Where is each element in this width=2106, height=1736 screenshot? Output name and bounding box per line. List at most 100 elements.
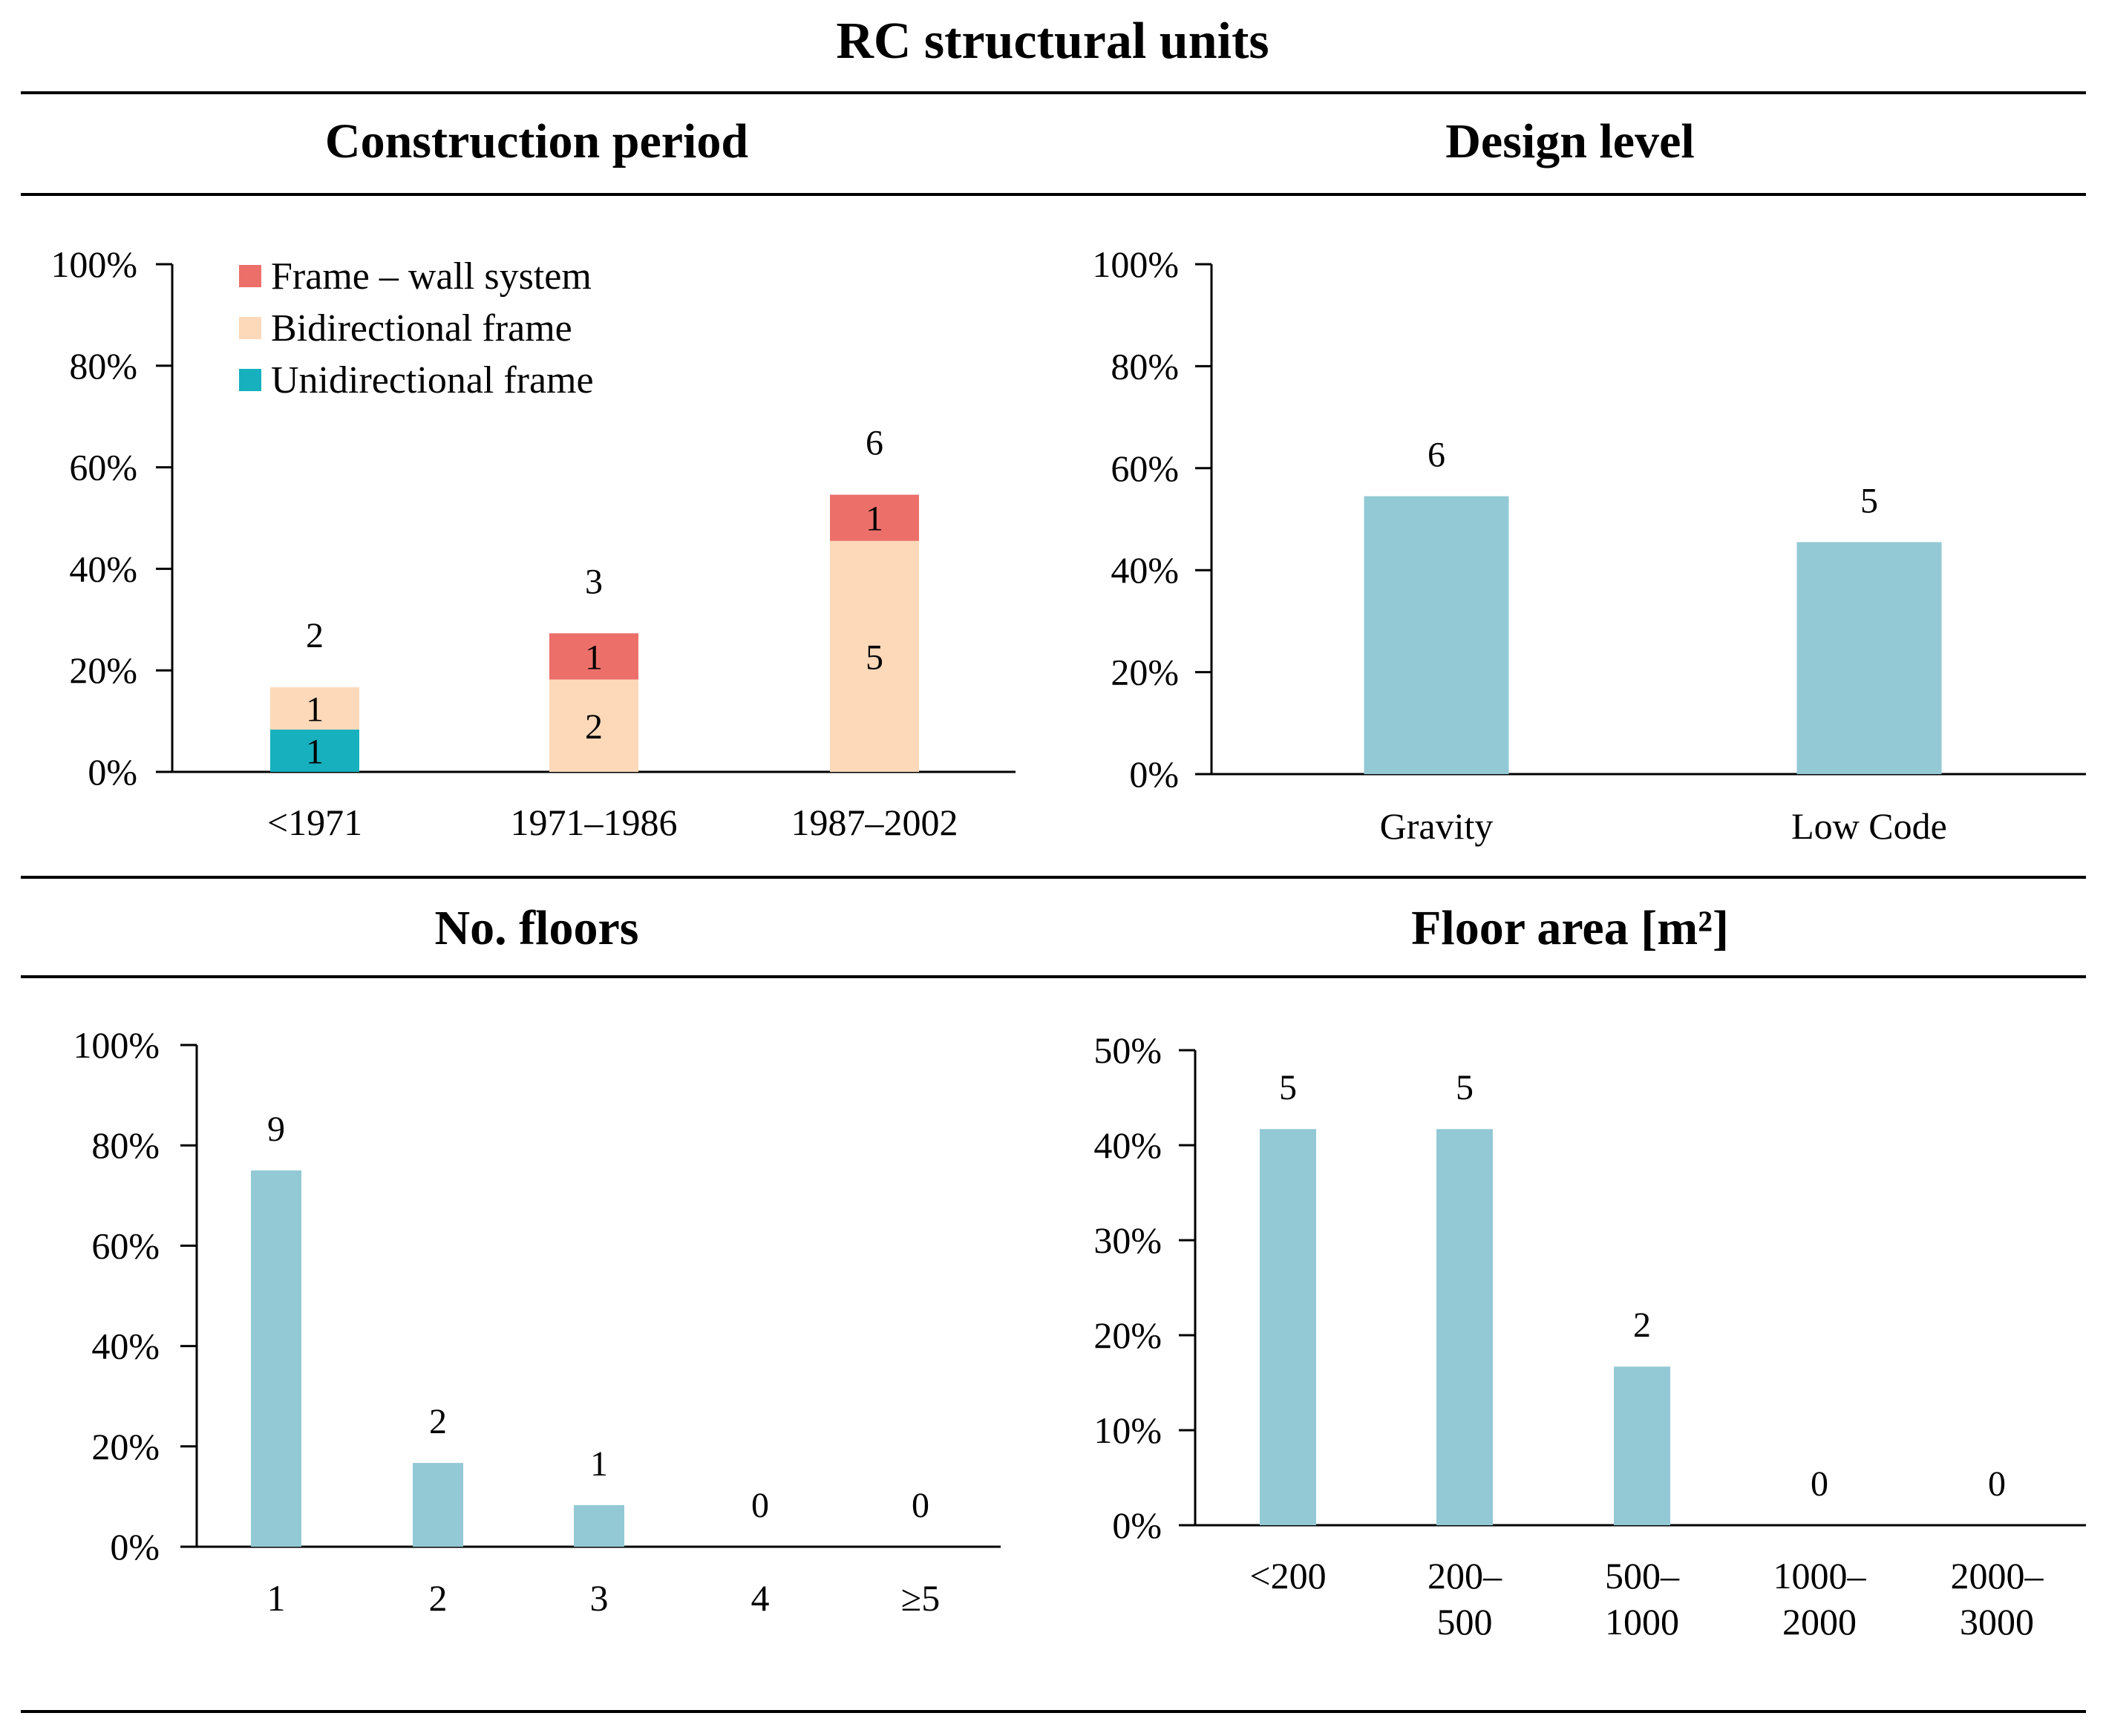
construction-period-title: Construction period [325, 114, 748, 168]
area-category-label-line: 2000 [1782, 1601, 1857, 1642]
floors-category-label: 2 [429, 1577, 448, 1619]
floors-category-label-line: ≥5 [901, 1577, 940, 1619]
construction-segment-label: 2 [585, 707, 603, 747]
construction-segment-label: 1 [866, 499, 883, 539]
floors-category-label: 3 [590, 1577, 609, 1619]
area-category-label-line: 500 [1437, 1601, 1493, 1642]
design-category-label: Gravity [1380, 805, 1494, 847]
legend-swatch [239, 317, 261, 339]
design-y-tick-label: 100% [1092, 243, 1179, 285]
floors-bar [413, 1463, 463, 1547]
floors-y-tick-label: 0% [110, 1526, 160, 1568]
design-level-chart: 0% 20% 40% 60% 80% 100% Gravity Low Code 6 5 [1092, 243, 2086, 847]
design-category-label-line: Gravity [1380, 805, 1494, 847]
design-bar [1796, 542, 1942, 774]
floors-y-tick-label: 80% [91, 1124, 160, 1166]
construction-y-tick-label: 100% [50, 243, 137, 285]
area-y-tick-label: 40% [1093, 1124, 1162, 1166]
area-category-label-line: <200 [1249, 1555, 1326, 1596]
area-category-label: <200 [1249, 1555, 1326, 1596]
floors-data-label: 0 [912, 1486, 929, 1525]
construction-bar-segment [270, 687, 359, 730]
construction-bar-segment [549, 679, 638, 772]
legend-label: Bidirectional frame [271, 307, 572, 350]
floors-y-tick-label: 40% [91, 1326, 160, 1367]
floors-bar [251, 1170, 301, 1547]
area-data-label: 0 [1811, 1464, 1828, 1504]
design-data-label: 6 [1428, 436, 1445, 475]
area-category-label: 200– 500 [1428, 1555, 1502, 1642]
construction-category-label: 1971–1986 [511, 802, 678, 843]
floors-y-tick-label: 100% [73, 1024, 160, 1066]
floors-data-label: 9 [267, 1110, 285, 1149]
floors-category-label: 1 [267, 1577, 286, 1619]
design-y-tick-label: 20% [1111, 652, 1179, 693]
construction-segment-label: 1 [585, 638, 603, 677]
area-data-label: 0 [1988, 1464, 2006, 1504]
area-data-label: 5 [1456, 1068, 1474, 1107]
area-category-label-line: 1000– [1773, 1555, 1867, 1596]
design-level-title: Design level [1445, 114, 1694, 168]
design-bar [1364, 496, 1509, 774]
area-y-tick-label: 0% [1112, 1504, 1162, 1546]
area-data-label: 2 [1633, 1306, 1651, 1345]
construction-segment-label: 1 [306, 733, 324, 772]
area-y-tick-label: 30% [1093, 1219, 1162, 1261]
floors-data-label: 2 [429, 1402, 447, 1441]
floors-bar [574, 1504, 624, 1547]
area-category-label: 500– 1000 [1605, 1555, 1680, 1642]
construction-category-label-line: <1971 [267, 802, 362, 843]
no-floors-title: No. floors [435, 901, 639, 955]
area-category-label-line: 3000 [1960, 1601, 2034, 1642]
area-category-label: 1000– 2000 [1773, 1555, 1867, 1642]
construction-y-tick-label: 60% [69, 447, 137, 488]
area-category-label: 2000– 3000 [1951, 1555, 2044, 1642]
design-category-label-line: Low Code [1791, 805, 1947, 847]
area-category-label-line: 200– [1428, 1555, 1502, 1596]
construction-y-tick-label: 20% [69, 649, 137, 691]
construction-bar-segment [549, 633, 638, 680]
design-y-tick-label: 0% [1129, 753, 1179, 795]
floors-category-label: 4 [751, 1577, 770, 1619]
construction-total-label: 3 [585, 562, 603, 601]
design-y-tick-label: 60% [1111, 448, 1179, 489]
floors-category-label-line: 2 [429, 1577, 448, 1619]
construction-y-tick-label: 0% [88, 751, 137, 793]
floors-category-label-line: 1 [267, 1577, 286, 1619]
floors-category-label-line: 4 [751, 1577, 770, 1619]
construction-bar-segment [830, 494, 919, 541]
area-bar [1260, 1129, 1316, 1525]
construction-total-label: 2 [306, 616, 324, 655]
construction-y-tick-label: 80% [69, 345, 137, 387]
construction-y-tick-label: 40% [69, 548, 137, 589]
legend-label: Frame – wall system [271, 255, 592, 298]
construction-bar-segment [830, 540, 919, 772]
area-category-label-line: 2000– [1951, 1555, 2044, 1596]
floors-data-label: 1 [590, 1444, 608, 1484]
construction-segment-label: 5 [866, 638, 883, 677]
design-y-tick-label: 40% [1111, 549, 1179, 591]
construction-segment-label: 1 [306, 690, 324, 730]
legend-label: Unidirectional frame [271, 359, 594, 402]
floor-area-title: Floor area [m²] [1411, 901, 1729, 955]
floors-y-tick-label: 60% [91, 1225, 160, 1266]
legend-swatch [239, 265, 261, 287]
construction-bar-segment [270, 730, 359, 772]
design-data-label: 5 [1860, 481, 1878, 520]
area-y-tick-label: 50% [1093, 1029, 1162, 1071]
construction-period-chart: 0% 20% 40% 60% 80% 100% <1971 1971–1986 1987–200… [50, 243, 1016, 843]
no-floors-chart: 0% 20% 40% 60% 80% 100% 1 2 3 4 ≥5 9 2 1 0 0 [73, 1024, 1001, 1619]
area-category-label-line: 500– [1605, 1555, 1680, 1596]
area-y-tick-label: 10% [1093, 1409, 1162, 1451]
area-y-tick-label: 20% [1093, 1314, 1162, 1356]
floors-category-label-line: 3 [590, 1577, 609, 1619]
area-category-label-line: 1000 [1605, 1601, 1679, 1642]
area-bar [1436, 1129, 1493, 1525]
floors-data-label: 0 [751, 1486, 769, 1525]
figure-title: RC structural units [836, 13, 1269, 70]
floors-category-label: ≥5 [901, 1577, 940, 1619]
legend-swatch [239, 369, 261, 391]
construction-total-label: 6 [866, 424, 883, 463]
